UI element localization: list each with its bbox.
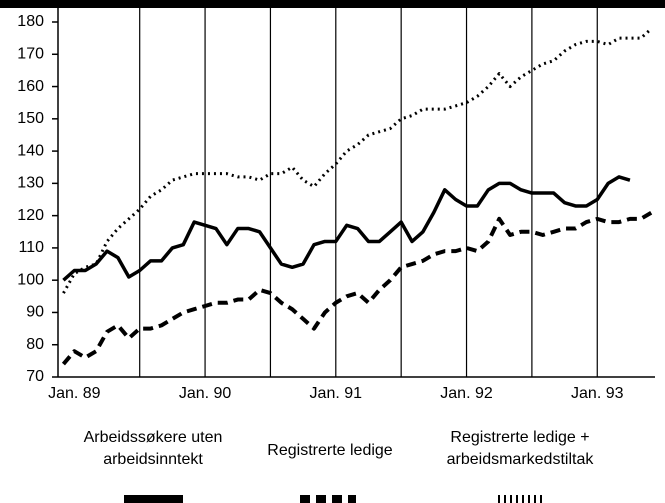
y-tick-label: 160 bbox=[17, 78, 44, 95]
y-tick-label: 120 bbox=[17, 207, 44, 224]
y-tick-label: 150 bbox=[17, 110, 44, 127]
series-line bbox=[61, 210, 653, 366]
y-tick-label: 80 bbox=[26, 336, 44, 353]
y-tick-label: 170 bbox=[17, 45, 44, 62]
legend-label: Arbeidssøkere uten arbeidsinntekt bbox=[83, 429, 223, 468]
x-tick-label: Jan. 91 bbox=[310, 385, 363, 402]
y-tick-label: 110 bbox=[18, 239, 44, 256]
series-line bbox=[62, 175, 631, 282]
y-tick-label: 140 bbox=[17, 142, 44, 159]
legend-label: Registrerte ledige bbox=[267, 442, 393, 459]
top-bar bbox=[0, 0, 665, 8]
y-tick-label: 100 bbox=[17, 271, 44, 288]
x-tick-label: Jan. 89 bbox=[48, 385, 101, 402]
x-tick-label: Jan. 90 bbox=[179, 385, 232, 402]
y-tick-label: 130 bbox=[17, 175, 44, 192]
y-tick-label: 180 bbox=[17, 13, 44, 30]
y-tick-label: 70 bbox=[26, 368, 44, 385]
x-tick-label: Jan. 93 bbox=[571, 385, 624, 402]
legend-label: Registrerte ledige + arbeidsmarkedstilta… bbox=[446, 429, 594, 468]
series-line bbox=[62, 27, 653, 294]
x-tick-label: Jan. 92 bbox=[440, 385, 493, 402]
y-tick-label: 90 bbox=[26, 304, 44, 321]
